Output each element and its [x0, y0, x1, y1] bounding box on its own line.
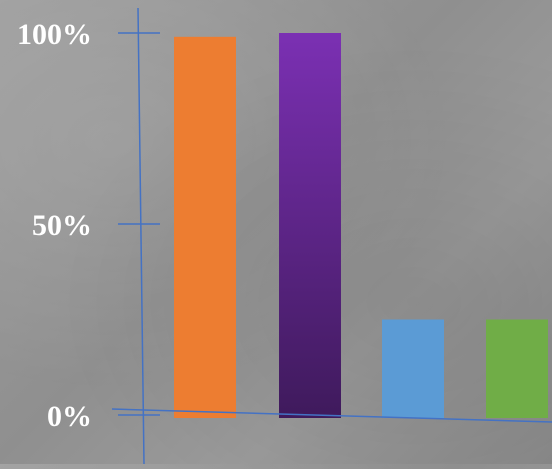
- bars-layer: [174, 33, 548, 418]
- axes-layer: [111, 7, 552, 465]
- y-tick-label-0: 0%: [47, 400, 92, 433]
- y-axis-line: [137, 7, 145, 465]
- bar-1: [174, 36, 236, 418]
- y-tick-label-50: 50%: [32, 209, 92, 242]
- tick-labels-layer: 0% 50% 100%: [17, 18, 92, 433]
- bar-4: [486, 319, 548, 418]
- x-axis-line: [111, 408, 552, 423]
- bar-2: [279, 33, 341, 418]
- bar-3: [382, 319, 444, 418]
- y-tick-label-100: 100%: [17, 18, 92, 51]
